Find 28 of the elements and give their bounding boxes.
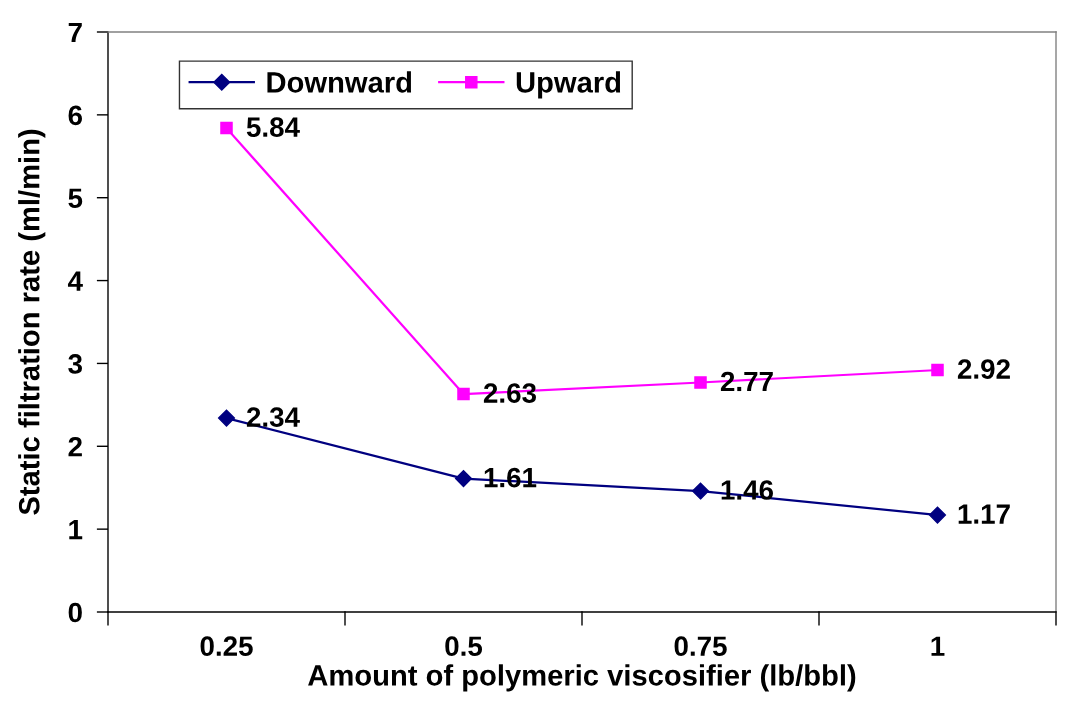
x-tick-label: 0.75 [674, 636, 727, 657]
data-label: 2.92 [957, 359, 1010, 379]
y-tick-label: 5 [68, 188, 83, 209]
point [457, 387, 470, 401]
x-tick-label: 0.25 [200, 636, 253, 657]
data-label: 5.84 [246, 117, 300, 137]
point [928, 506, 947, 524]
x-axis-title: Amount of polymeric viscosifier (lb/bbl) [308, 664, 856, 692]
point [694, 376, 707, 389]
legend-label: Downward [267, 71, 412, 93]
data-label: 1.17 [958, 504, 1010, 524]
point [454, 470, 473, 488]
y-tick-label: 7 [68, 22, 82, 43]
y-tick-label: 3 [68, 354, 82, 374]
y-tick-label: 6 [68, 105, 82, 126]
y-tick-label: 4 [67, 271, 83, 291]
y-axis-title: Static filtration rate (ml/min) [18, 129, 46, 515]
y-tick-label: 2 [68, 436, 82, 457]
x-tick-label: 1 [931, 636, 945, 656]
data-label: 2.34 [246, 407, 300, 427]
point [691, 482, 710, 500]
x-tick-label: 0.5 [445, 636, 483, 657]
legend-label: Upward [516, 71, 621, 99]
y-tick-label: 1 [69, 520, 83, 540]
point [220, 121, 233, 135]
point [217, 409, 236, 427]
y-tick-label: 0 [68, 602, 82, 623]
point [931, 363, 944, 377]
